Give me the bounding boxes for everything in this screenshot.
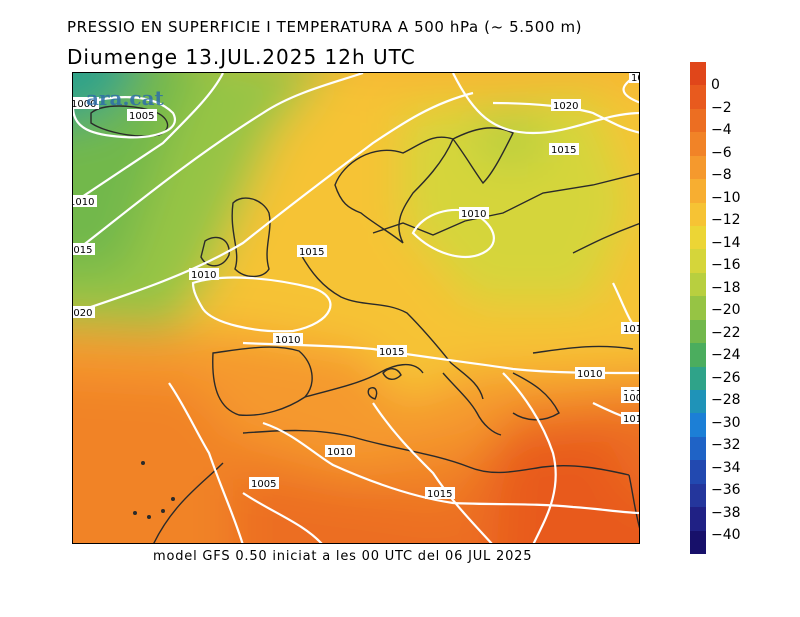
colorbar-label: −26 [711, 369, 741, 386]
model-info: model GFS 0.50 iniciat a les 00 UTC del … [153, 549, 533, 564]
map-svg: 1020 1015 1010 1015 1010 1010 1015 1010 … [73, 73, 640, 543]
colorbar-segment [690, 460, 706, 485]
colorbar-label: 0 [711, 77, 720, 93]
isobar-label: 1010 [73, 197, 94, 208]
isobars [73, 73, 639, 543]
watermark-logo: ara.cat [86, 86, 164, 110]
colorbar-label: −10 [711, 189, 741, 206]
isobar-label: 1005 [129, 111, 154, 122]
colorbar-segment [690, 62, 706, 86]
colorbar-segment [690, 132, 706, 157]
isobar-label: 1010 [623, 324, 640, 335]
map-date: Diumenge 13.JUL.2025 12h UTC [67, 45, 416, 69]
colorbar-segment [690, 366, 706, 391]
colorbar-label: −30 [711, 414, 741, 431]
colorbar-label: −4 [711, 122, 732, 138]
colorbar-segment [690, 390, 706, 414]
colorbar-label: −34 [711, 459, 741, 476]
isobar-labels: 1020 1015 1010 1015 1010 1010 1015 1010 … [73, 73, 640, 500]
isobar-label: 1010 [623, 414, 640, 425]
islands [133, 461, 175, 519]
colorbar-label: −8 [711, 167, 732, 183]
colorbar-label: −14 [711, 234, 741, 251]
colorbar-label: −32 [711, 437, 741, 453]
colorbar-segment [690, 226, 706, 250]
temperature-field [73, 73, 639, 543]
isobar-label: 1010 [461, 209, 486, 220]
colorbar-segment [690, 179, 706, 204]
colorbar-label: −12 [711, 212, 741, 228]
isobar-label: 1010 [275, 335, 300, 346]
colorbar-label: −6 [711, 144, 732, 161]
colorbar-segment [690, 530, 706, 555]
colorbar-segment [690, 319, 706, 344]
isobar-label: 1015 [427, 489, 452, 500]
colorbar-segment [690, 483, 706, 508]
colorbar-segment [690, 155, 706, 180]
isobar-label: 1010 [327, 447, 352, 458]
colorbar-label: −18 [711, 279, 741, 296]
isobar-label: 1020 [553, 101, 578, 112]
isobar-label: 1015 [379, 347, 404, 358]
isobar-label: 1015 [299, 247, 324, 258]
isobar-label: 1010 [191, 270, 216, 281]
temperature-colorbar [690, 62, 706, 555]
colorbar-label: −36 [711, 482, 741, 498]
isobar-label: 1010 [577, 369, 602, 380]
isobar-label: 1005 [631, 73, 640, 84]
colorbar-segment [690, 507, 706, 532]
isobar-label: 1000 [73, 99, 96, 110]
colorbar-label: −22 [711, 324, 741, 341]
isobar-label: 1000 [623, 393, 640, 404]
isobar-label: 1015 [73, 245, 92, 256]
colorbar-segment [690, 343, 706, 368]
isobar-label: 1020 [73, 308, 92, 319]
colorbar-segment [690, 272, 706, 297]
colorbar-label: −20 [711, 302, 741, 318]
colorbar-segment [690, 85, 706, 110]
isobar-label: 1015 [551, 145, 576, 156]
colorbar-segment [690, 436, 706, 461]
colorbar-label: −24 [711, 347, 741, 363]
colorbar-label: −40 [711, 527, 741, 543]
map-title: PRESSIO EN SUPERFICIE I TEMPERATURA A 50… [67, 18, 583, 36]
colorbar-label: −2 [711, 99, 732, 116]
colorbar-label: −38 [711, 504, 741, 521]
colorbar-segment [690, 413, 706, 438]
coastlines [90, 105, 639, 543]
colorbar-segment [690, 108, 706, 133]
colorbar-label: −16 [711, 257, 741, 273]
isobar-label: 1005 [251, 479, 276, 490]
colorbar-segment [690, 296, 706, 321]
colorbar-label: −28 [711, 392, 741, 408]
colorbar-segment [690, 249, 706, 274]
weather-map: 1020 1015 1010 1015 1010 1010 1015 1010 … [72, 72, 640, 544]
colorbar-segment [690, 202, 706, 227]
